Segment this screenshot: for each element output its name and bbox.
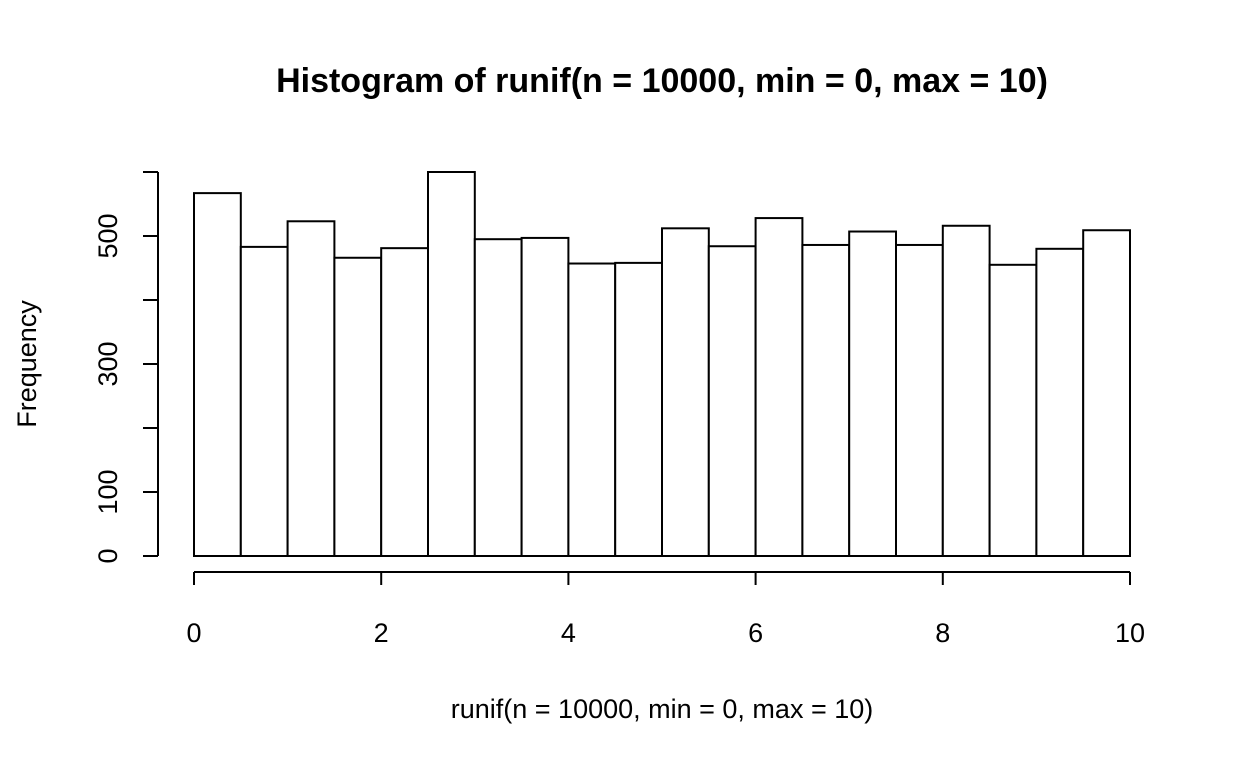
x-tick-label-10: 10 [1115, 618, 1145, 648]
y-axis-title: Frequency [12, 300, 42, 428]
histogram-bar-4 [380, 247, 430, 557]
x-axis: 0 2 4 6 8 10 [186, 571, 1145, 648]
histogram-bar-15 [895, 243, 944, 558]
y-tick-label-100: 100 [93, 469, 123, 514]
x-tick-label-8: 8 [935, 618, 950, 648]
y-tick-label-300: 300 [93, 341, 123, 386]
x-tick-label-0: 0 [186, 618, 201, 648]
x-axis-title: runif(n = 10000, min = 0, max = 10) [451, 694, 873, 724]
histogram-bar-3 [333, 256, 383, 557]
histogram-bar-1 [239, 245, 289, 557]
histogram-bar-11 [707, 245, 757, 558]
histogram-bar-0 [193, 192, 242, 557]
x-tick-label-2: 2 [374, 618, 389, 648]
histogram-bar-16 [941, 224, 991, 557]
histogram-bar-18 [1035, 247, 1085, 558]
histogram-bar-9 [614, 261, 664, 557]
histogram-bar-19 [1082, 229, 1131, 558]
x-tick-label-4: 4 [561, 618, 576, 648]
histogram-bar-17 [988, 263, 1038, 557]
histogram-bar-8 [567, 262, 617, 557]
histogram-bar-10 [661, 227, 710, 557]
x-tick-label-6: 6 [748, 618, 763, 648]
y-tick-label-500: 500 [93, 213, 123, 258]
histogram-bar-2 [286, 220, 336, 557]
chart-title: Histogram of runif(n = 10000, min = 0, m… [276, 62, 1048, 100]
y-tick-label-0: 0 [93, 548, 123, 563]
histogram-bar-7 [520, 236, 570, 557]
y-axis: 0 100 300 500 [93, 171, 159, 564]
histogram-bar-12 [754, 217, 804, 558]
histogram-bar-13 [801, 243, 851, 558]
bars-group [193, 171, 1131, 558]
histogram-bar-5 [427, 171, 476, 557]
histogram-bar-6 [473, 238, 523, 557]
histogram-bar-14 [848, 230, 898, 558]
